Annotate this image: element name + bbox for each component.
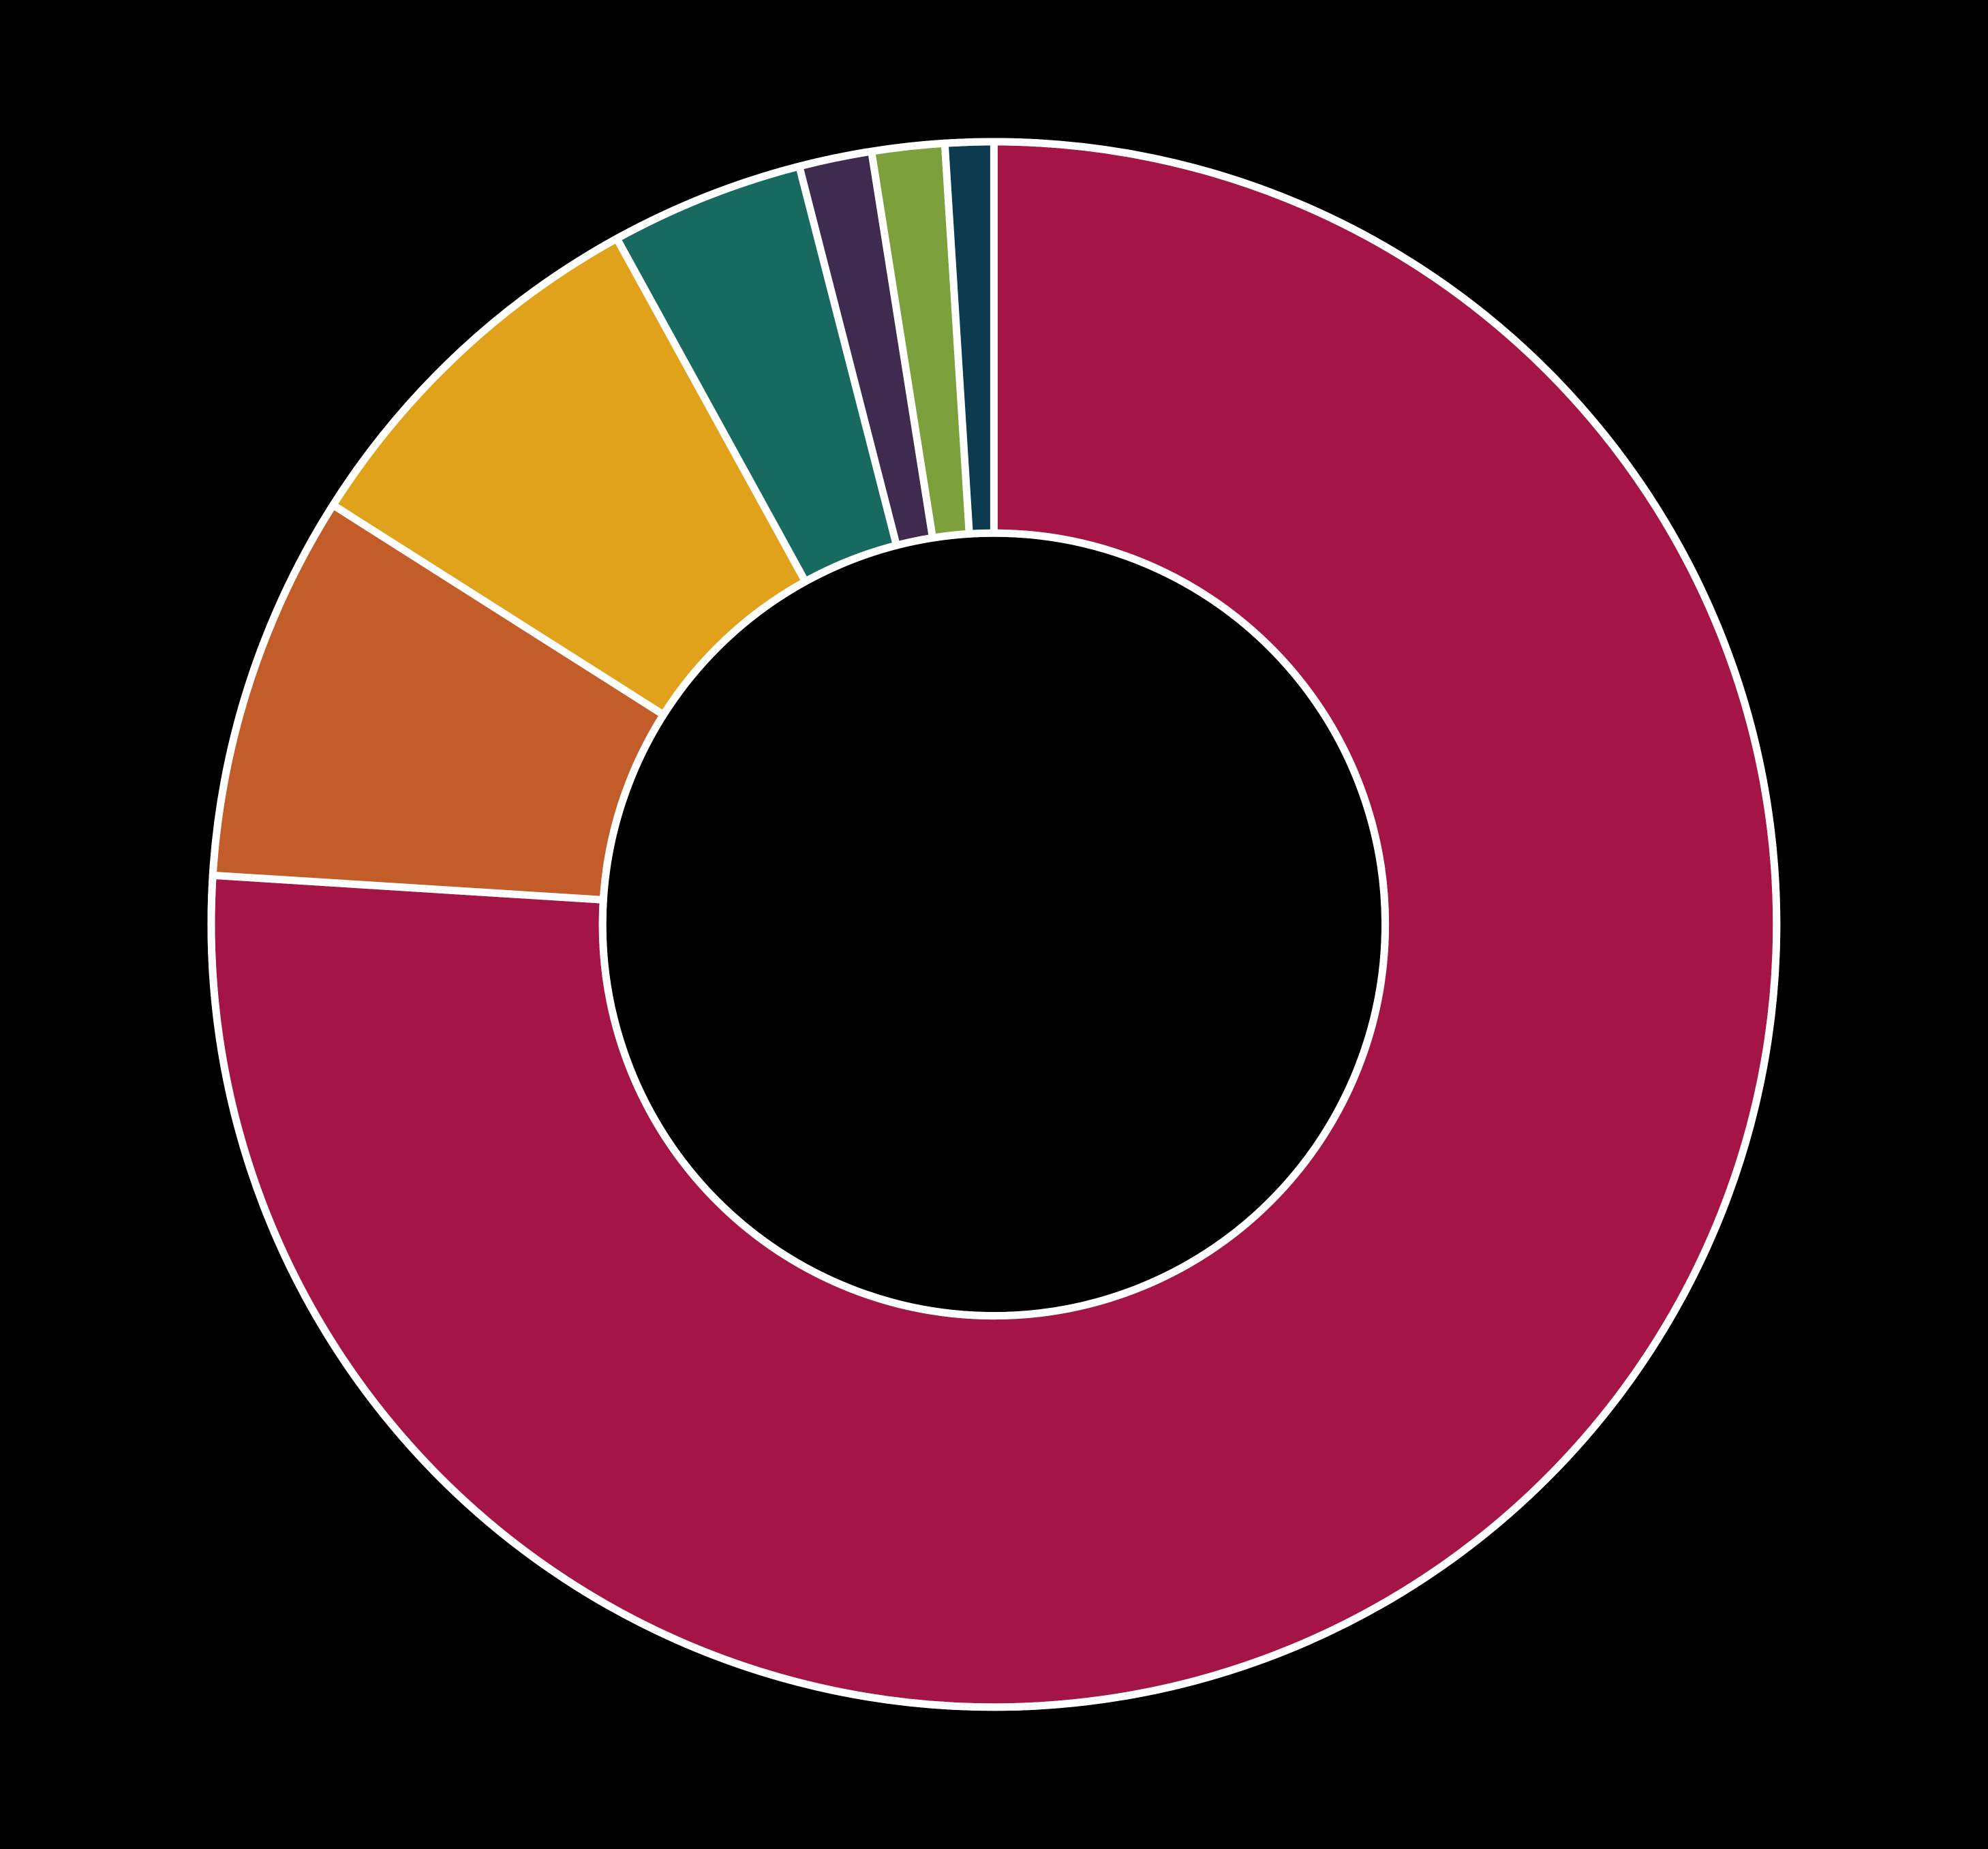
donut-chart bbox=[88, 82, 1900, 1767]
donut-chart-container bbox=[88, 82, 1900, 1767]
